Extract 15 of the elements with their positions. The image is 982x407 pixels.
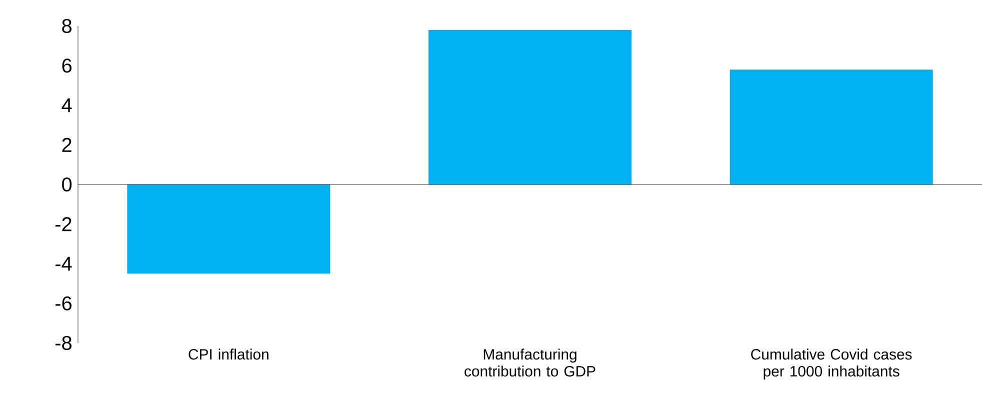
x-tick-label: CPI inflation [188, 348, 268, 360]
y-tick-label: -8 [56, 336, 72, 350]
y-tick-label: -4 [56, 256, 72, 271]
y-tick-label: 4 [62, 98, 72, 112]
bar [127, 184, 330, 274]
y-tick-label: 2 [62, 138, 72, 152]
bar [730, 70, 933, 184]
y-tick-label: 6 [62, 58, 72, 73]
y-tick-label: 8 [62, 18, 72, 34]
x-tick-label: Manufacturing contribution to GDP [464, 348, 596, 377]
bar [428, 30, 632, 184]
x-tick-label: Cumulative Covid cases per 1000 inhabitants [751, 348, 912, 380]
y-tick-label: -6 [56, 296, 72, 310]
y-tick-label: 0 [62, 177, 72, 192]
y-tick-label: -2 [56, 217, 72, 232]
